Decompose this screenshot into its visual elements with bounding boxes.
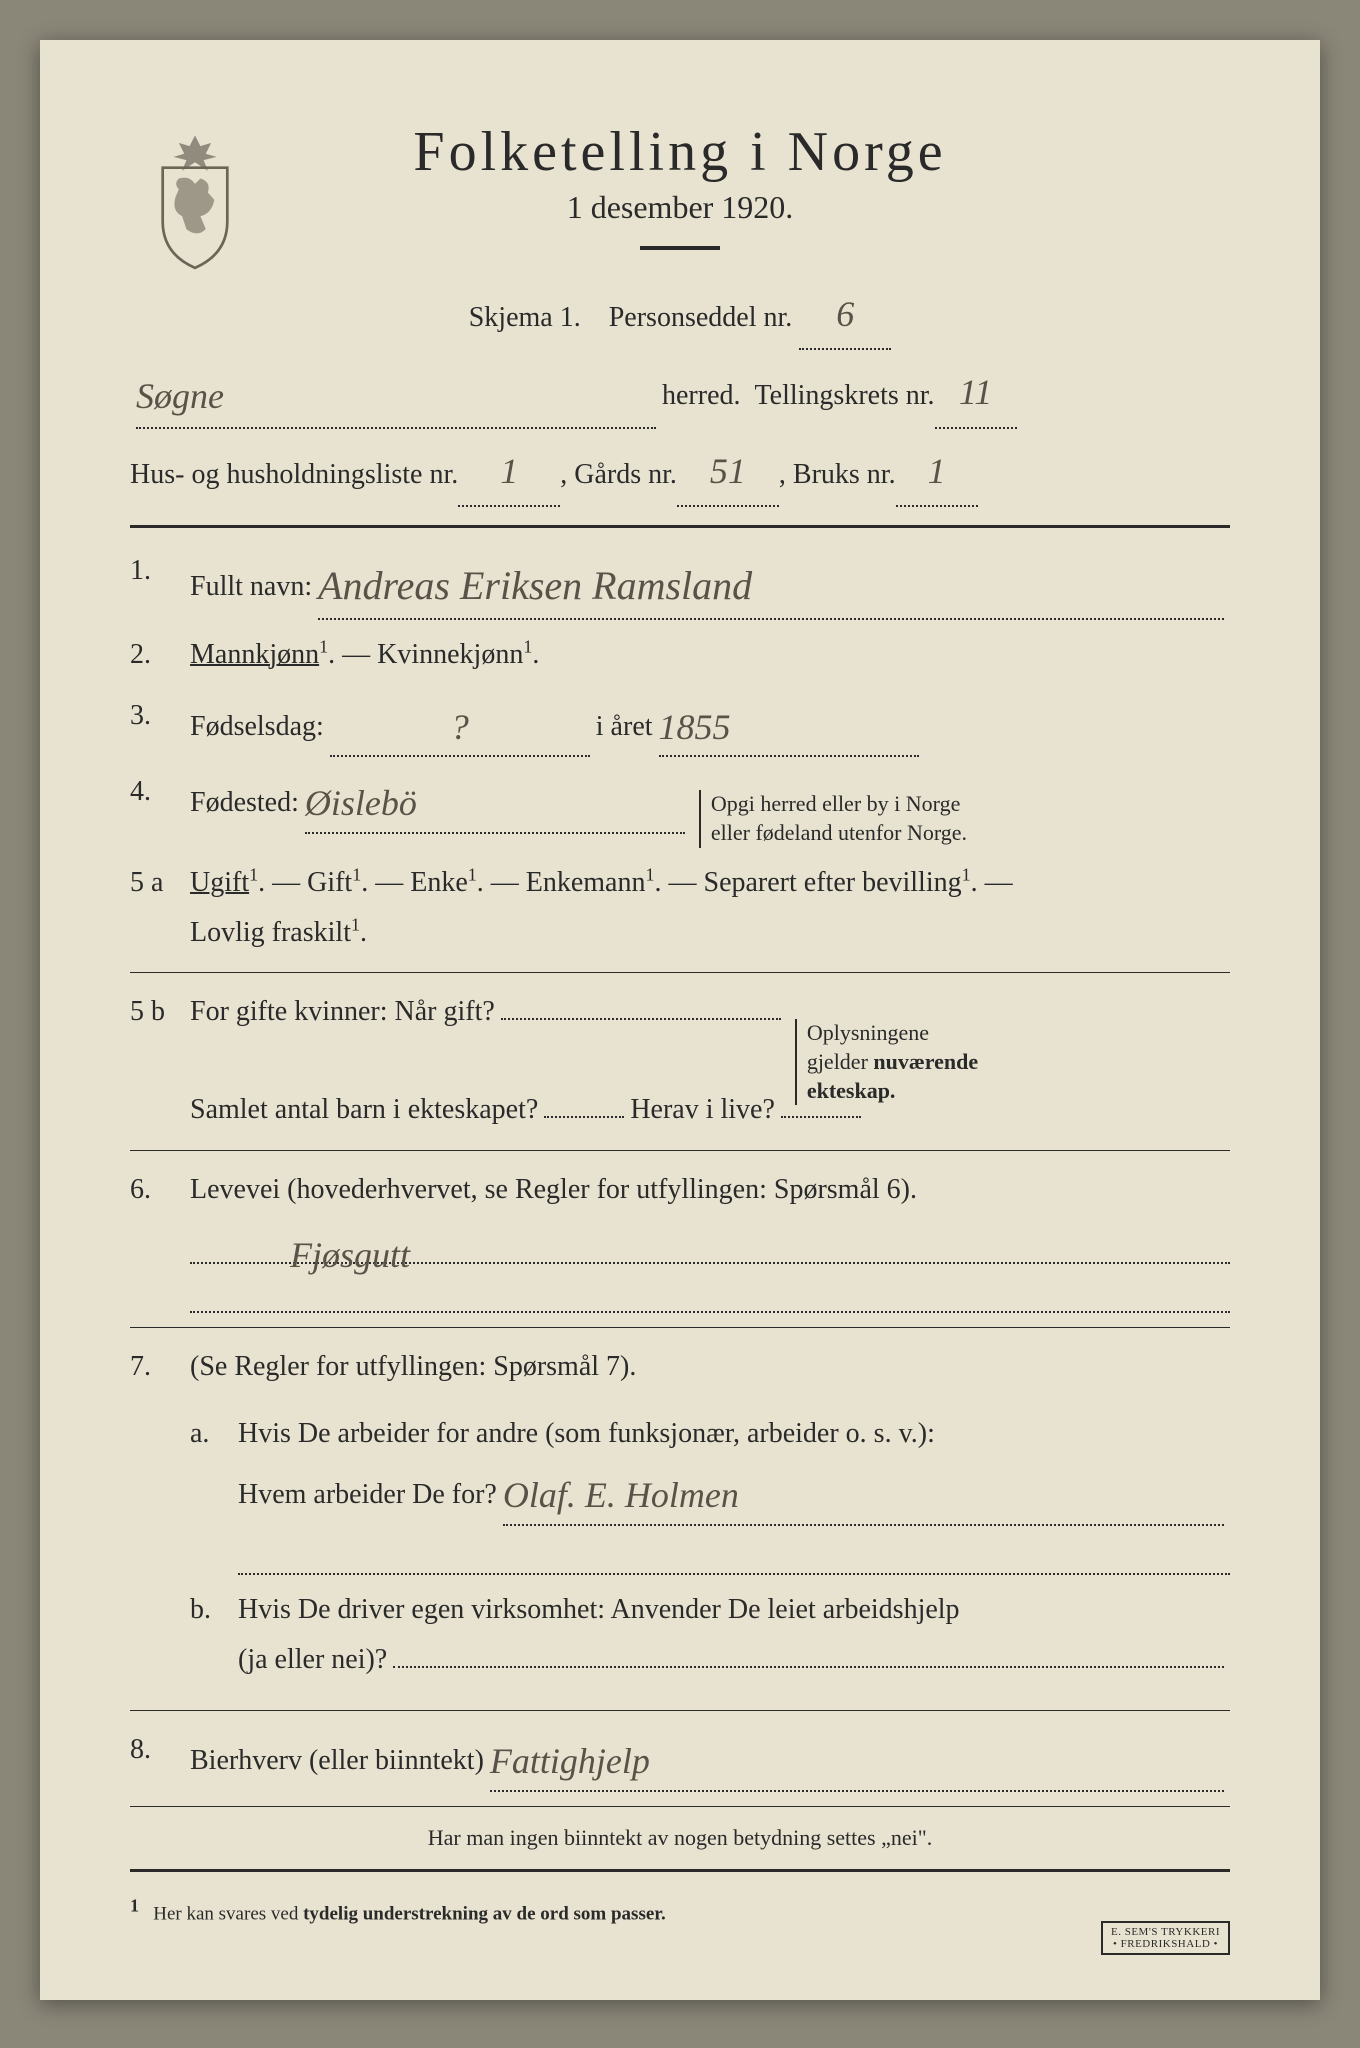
divider-7-8 [130,1710,1230,1711]
q3-num: 3. [130,691,190,758]
q3-day: ? [451,707,469,747]
gards-label: Gårds nr. [574,448,677,501]
printer-stamp: E. SEM'S TRYKKERI • FREDRIKSHALD • [1101,1921,1230,1955]
q4-note2: eller fødeland utenfor Norge. [711,820,967,845]
q7-row: 7. (Se Regler for utfyllingen: Spørsmål … [130,1342,1230,1696]
q3-mid: i året [596,702,653,752]
personseddel-label: Personseddel nr. [609,302,793,333]
footnote-num: 1 [130,1896,139,1916]
q8-row: 8. Bierhverv (eller biinntekt) Fattighje… [130,1725,1230,1792]
herred-value: Søgne [136,376,224,416]
q7a-value: Olaf. E. Holmen [503,1475,739,1515]
form-title: Folketelling i Norge [130,120,1230,184]
q8-value: Fattighjelp [490,1741,650,1781]
form-date: 1 desember 1920. [130,189,1230,226]
q1-label: Fullt navn: [190,562,312,612]
divider-after-meta [130,525,1230,528]
tellingskrets-nr: 11 [935,358,1017,428]
stamp-line1: E. SEM'S TRYKKERI [1111,1926,1220,1938]
q4-note: Opgi herred eller by i Norge eller fødel… [699,790,967,847]
q5b-note1: Oplysningene [807,1020,929,1045]
q4-note1: Opgi herred eller by i Norge [711,791,960,816]
hus-label: Hus- og husholdningsliste nr. [130,448,458,501]
q6-label: Levevei (hovederhvervet, se Regler for u… [190,1174,917,1205]
q5b-note3: ekteskap. [807,1078,896,1103]
stamp-line2: • FREDRIKSHALD • [1113,1938,1218,1950]
tellingskrets-label: Tellingskrets nr. [755,369,935,422]
q2-num: 2. [130,630,190,680]
q3-year: 1855 [659,707,731,747]
q5b-label1: For gifte kvinner: Når gift? [190,987,495,1037]
q5a-enkemann: Enkemann [526,867,646,898]
q8-num: 8. [130,1725,190,1792]
q5b-num: 5 b [130,987,190,1135]
q5a-num: 5 a [130,858,190,959]
q7b-label1: Hvis De driver egen virksomhet: Anvender… [238,1594,960,1625]
q2-row: 2. Mannkjønn1. — Kvinnekjønn1. [130,630,1230,680]
q6-row: 6. Levevei (hovederhvervet, se Regler fo… [130,1165,1230,1314]
q6-value: Fjøsgutt [190,1235,410,1275]
divider-5b-6 [130,1150,1230,1151]
q4-num: 4. [130,767,190,847]
q2-mann: Mannkjønn [190,639,319,670]
divider-5a-5b [130,972,1230,973]
q2-sep: — [342,639,377,670]
q6-num: 6. [130,1165,190,1314]
q7-label: (Se Regler for utfyllingen: Spørsmål 7). [190,1351,636,1382]
q5b-note2: gjelder nuværende [807,1049,978,1074]
q2-kvinne: Kvinnekjønn [377,639,523,670]
title-divider [640,246,720,250]
q5a-separert: Separert efter bevilling [704,867,962,898]
divider-footer [130,1869,1230,1872]
q7-num: 7. [130,1342,190,1696]
meta-row-2: Søgne herred. Tellingskrets nr. 11 [130,358,1230,428]
q5b-row: 5 b For gifte kvinner: Når gift? Oplysni… [130,987,1230,1135]
gards-nr: 51 [677,437,779,507]
q4-value: Øislebö [305,783,417,823]
herred-label: herred. [662,369,741,422]
bruks-label: Bruks nr. [793,448,896,501]
q5a-enke: Enke [410,867,468,898]
q5a-row: 5 a Ugift1. — Gift1. — Enke1. — Enkemann… [130,858,1230,959]
meta-row-1: Skjema 1. Personseddel nr. 6 [130,280,1230,350]
q7a-label2: Hvem arbeider De for? [238,1470,497,1520]
footnote: 1 Her kan svares ved tydelig understrekn… [130,1896,1230,1925]
q5b-label3: Herav i live? [630,1085,775,1135]
form-header: Folketelling i Norge 1 desember 1920. [130,120,1230,250]
q5a-gift: Gift [307,867,352,898]
divider-after-8 [130,1806,1230,1807]
footnote-text: Her kan svares ved tydelig understreknin… [153,1903,665,1924]
divider-6-7 [130,1327,1230,1328]
q3-label: Fødselsdag: [190,702,324,752]
q1-value: Andreas Eriksen Ramsland [318,563,752,608]
personseddel-nr: 6 [799,280,891,350]
census-form-page: Folketelling i Norge 1 desember 1920. Sk… [40,40,1320,2000]
coat-of-arms-icon [140,130,250,270]
q5b-note: Oplysningene gjelder nuværende ekteskap. [795,1019,978,1105]
bruks-nr: 1 [896,437,978,507]
q1-row: 1. Fullt navn: Andreas Eriksen Ramsland [130,546,1230,620]
q7a-num: a. [190,1409,238,1575]
q4-row: 4. Fødested: Øislebö Opgi herred eller b… [130,767,1230,847]
q1-num: 1. [130,546,190,620]
q7b-num: b. [190,1585,238,1686]
q7a-label1: Hvis De arbeider for andre (som funksjon… [238,1418,935,1449]
q8-label: Bierhverv (eller biinntekt) [190,1736,484,1786]
skjema-label: Skjema 1. [469,302,581,333]
q5a-fraskilt: Lovlig fraskilt [190,917,351,948]
q7b-label2: (ja eller nei)? [238,1635,387,1685]
meta-row-3: Hus- og husholdningsliste nr. 1 , Gårds … [130,437,1230,507]
q3-row: 3. Fødselsdag: ? i året 1855 [130,691,1230,758]
q5b-label2: Samlet antal barn i ekteskapet? [190,1085,538,1135]
footer-line: Har man ingen biinntekt av nogen betydni… [130,1825,1230,1851]
q4-label: Fødested: [190,778,299,828]
q5a-ugift: Ugift [190,867,249,898]
hus-nr: 1 [458,437,560,507]
